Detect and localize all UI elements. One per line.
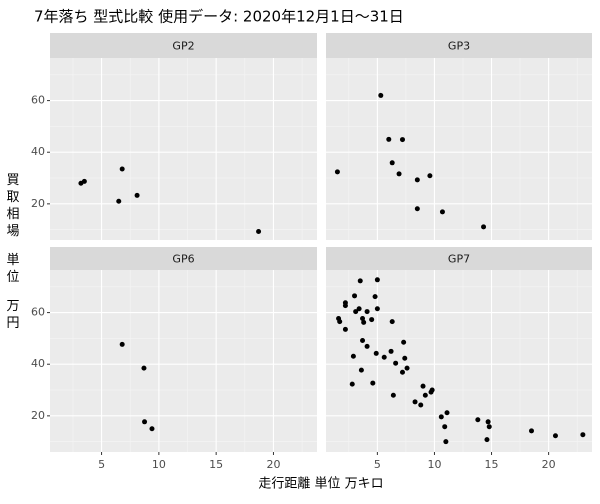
panel — [326, 270, 592, 452]
point — [486, 424, 492, 430]
point — [414, 177, 420, 183]
point — [370, 380, 376, 386]
chart-title: 7年落ち 型式比較 使用データ: 2020年12月1日～31日 — [34, 8, 404, 26]
point — [396, 171, 402, 177]
y-tick-label: 40 — [31, 357, 45, 370]
point — [420, 383, 426, 389]
point — [357, 278, 363, 284]
point — [342, 303, 348, 309]
point — [353, 309, 359, 315]
x-tick-label: 15 — [209, 458, 223, 471]
point — [443, 439, 449, 445]
point — [481, 224, 487, 230]
point — [552, 433, 558, 439]
point — [369, 317, 375, 323]
point — [361, 319, 367, 325]
point — [360, 337, 366, 343]
point — [373, 350, 379, 356]
point — [358, 367, 364, 373]
point — [528, 428, 534, 434]
x-tick-label: 10 — [152, 458, 166, 471]
point — [141, 365, 147, 371]
x-tick-label: 15 — [485, 458, 499, 471]
y-tick-label: 20 — [31, 197, 45, 210]
point — [116, 198, 122, 204]
point — [580, 432, 586, 438]
point — [378, 92, 384, 98]
x-tick-label: 20 — [266, 458, 280, 471]
point — [390, 392, 396, 398]
point — [389, 319, 395, 325]
point — [475, 417, 481, 423]
point — [142, 419, 148, 425]
point — [349, 381, 355, 387]
point — [427, 173, 433, 179]
point — [399, 137, 405, 143]
y-tick-label: 60 — [31, 94, 45, 107]
point — [256, 228, 262, 234]
strip-label: GP2 — [172, 40, 194, 53]
point — [334, 169, 340, 175]
point — [412, 399, 418, 405]
panel — [50, 270, 317, 452]
point — [372, 294, 378, 300]
point — [352, 293, 358, 299]
point — [81, 178, 87, 184]
point — [337, 319, 343, 325]
strip-label: GP3 — [448, 40, 470, 53]
point — [389, 160, 395, 166]
y-axis-label: 買取相場 単位 万円 — [6, 173, 19, 331]
point — [364, 343, 370, 349]
strip — [50, 33, 317, 58]
point — [484, 437, 490, 443]
point — [444, 410, 450, 416]
strip-label: GP6 — [172, 253, 194, 266]
point — [381, 354, 387, 360]
point — [134, 192, 140, 198]
point — [388, 348, 394, 354]
x-tick-label: 5 — [374, 458, 381, 471]
point — [386, 136, 392, 142]
point — [442, 424, 448, 430]
point — [119, 166, 125, 172]
x-tick-label: 10 — [427, 458, 441, 471]
x-tick-label: 20 — [542, 458, 556, 471]
point — [414, 206, 420, 212]
panel — [50, 58, 317, 240]
point — [418, 402, 424, 408]
strip — [326, 33, 592, 58]
point — [149, 426, 155, 432]
point — [356, 306, 362, 312]
point — [342, 326, 348, 332]
point — [393, 360, 399, 366]
point — [399, 369, 405, 375]
y-tick-label: 60 — [31, 306, 45, 319]
point — [350, 353, 356, 359]
point — [429, 387, 435, 393]
point — [404, 365, 410, 371]
point — [374, 277, 380, 283]
panel — [326, 58, 592, 240]
strip-label: GP7 — [448, 253, 470, 266]
point — [364, 309, 370, 315]
x-axis-label: 走行距離 単位 万キロ — [258, 476, 383, 492]
point — [374, 306, 380, 312]
point — [439, 209, 445, 215]
x-tick-label: 5 — [98, 458, 105, 471]
point — [402, 355, 408, 361]
point — [360, 316, 366, 322]
y-tick-label: 20 — [31, 409, 45, 422]
point — [401, 339, 407, 345]
strip — [50, 247, 317, 270]
point — [422, 392, 428, 398]
point — [119, 341, 125, 347]
strip — [326, 247, 592, 270]
point — [438, 414, 444, 420]
y-tick-label: 40 — [31, 145, 45, 158]
point — [485, 419, 491, 425]
